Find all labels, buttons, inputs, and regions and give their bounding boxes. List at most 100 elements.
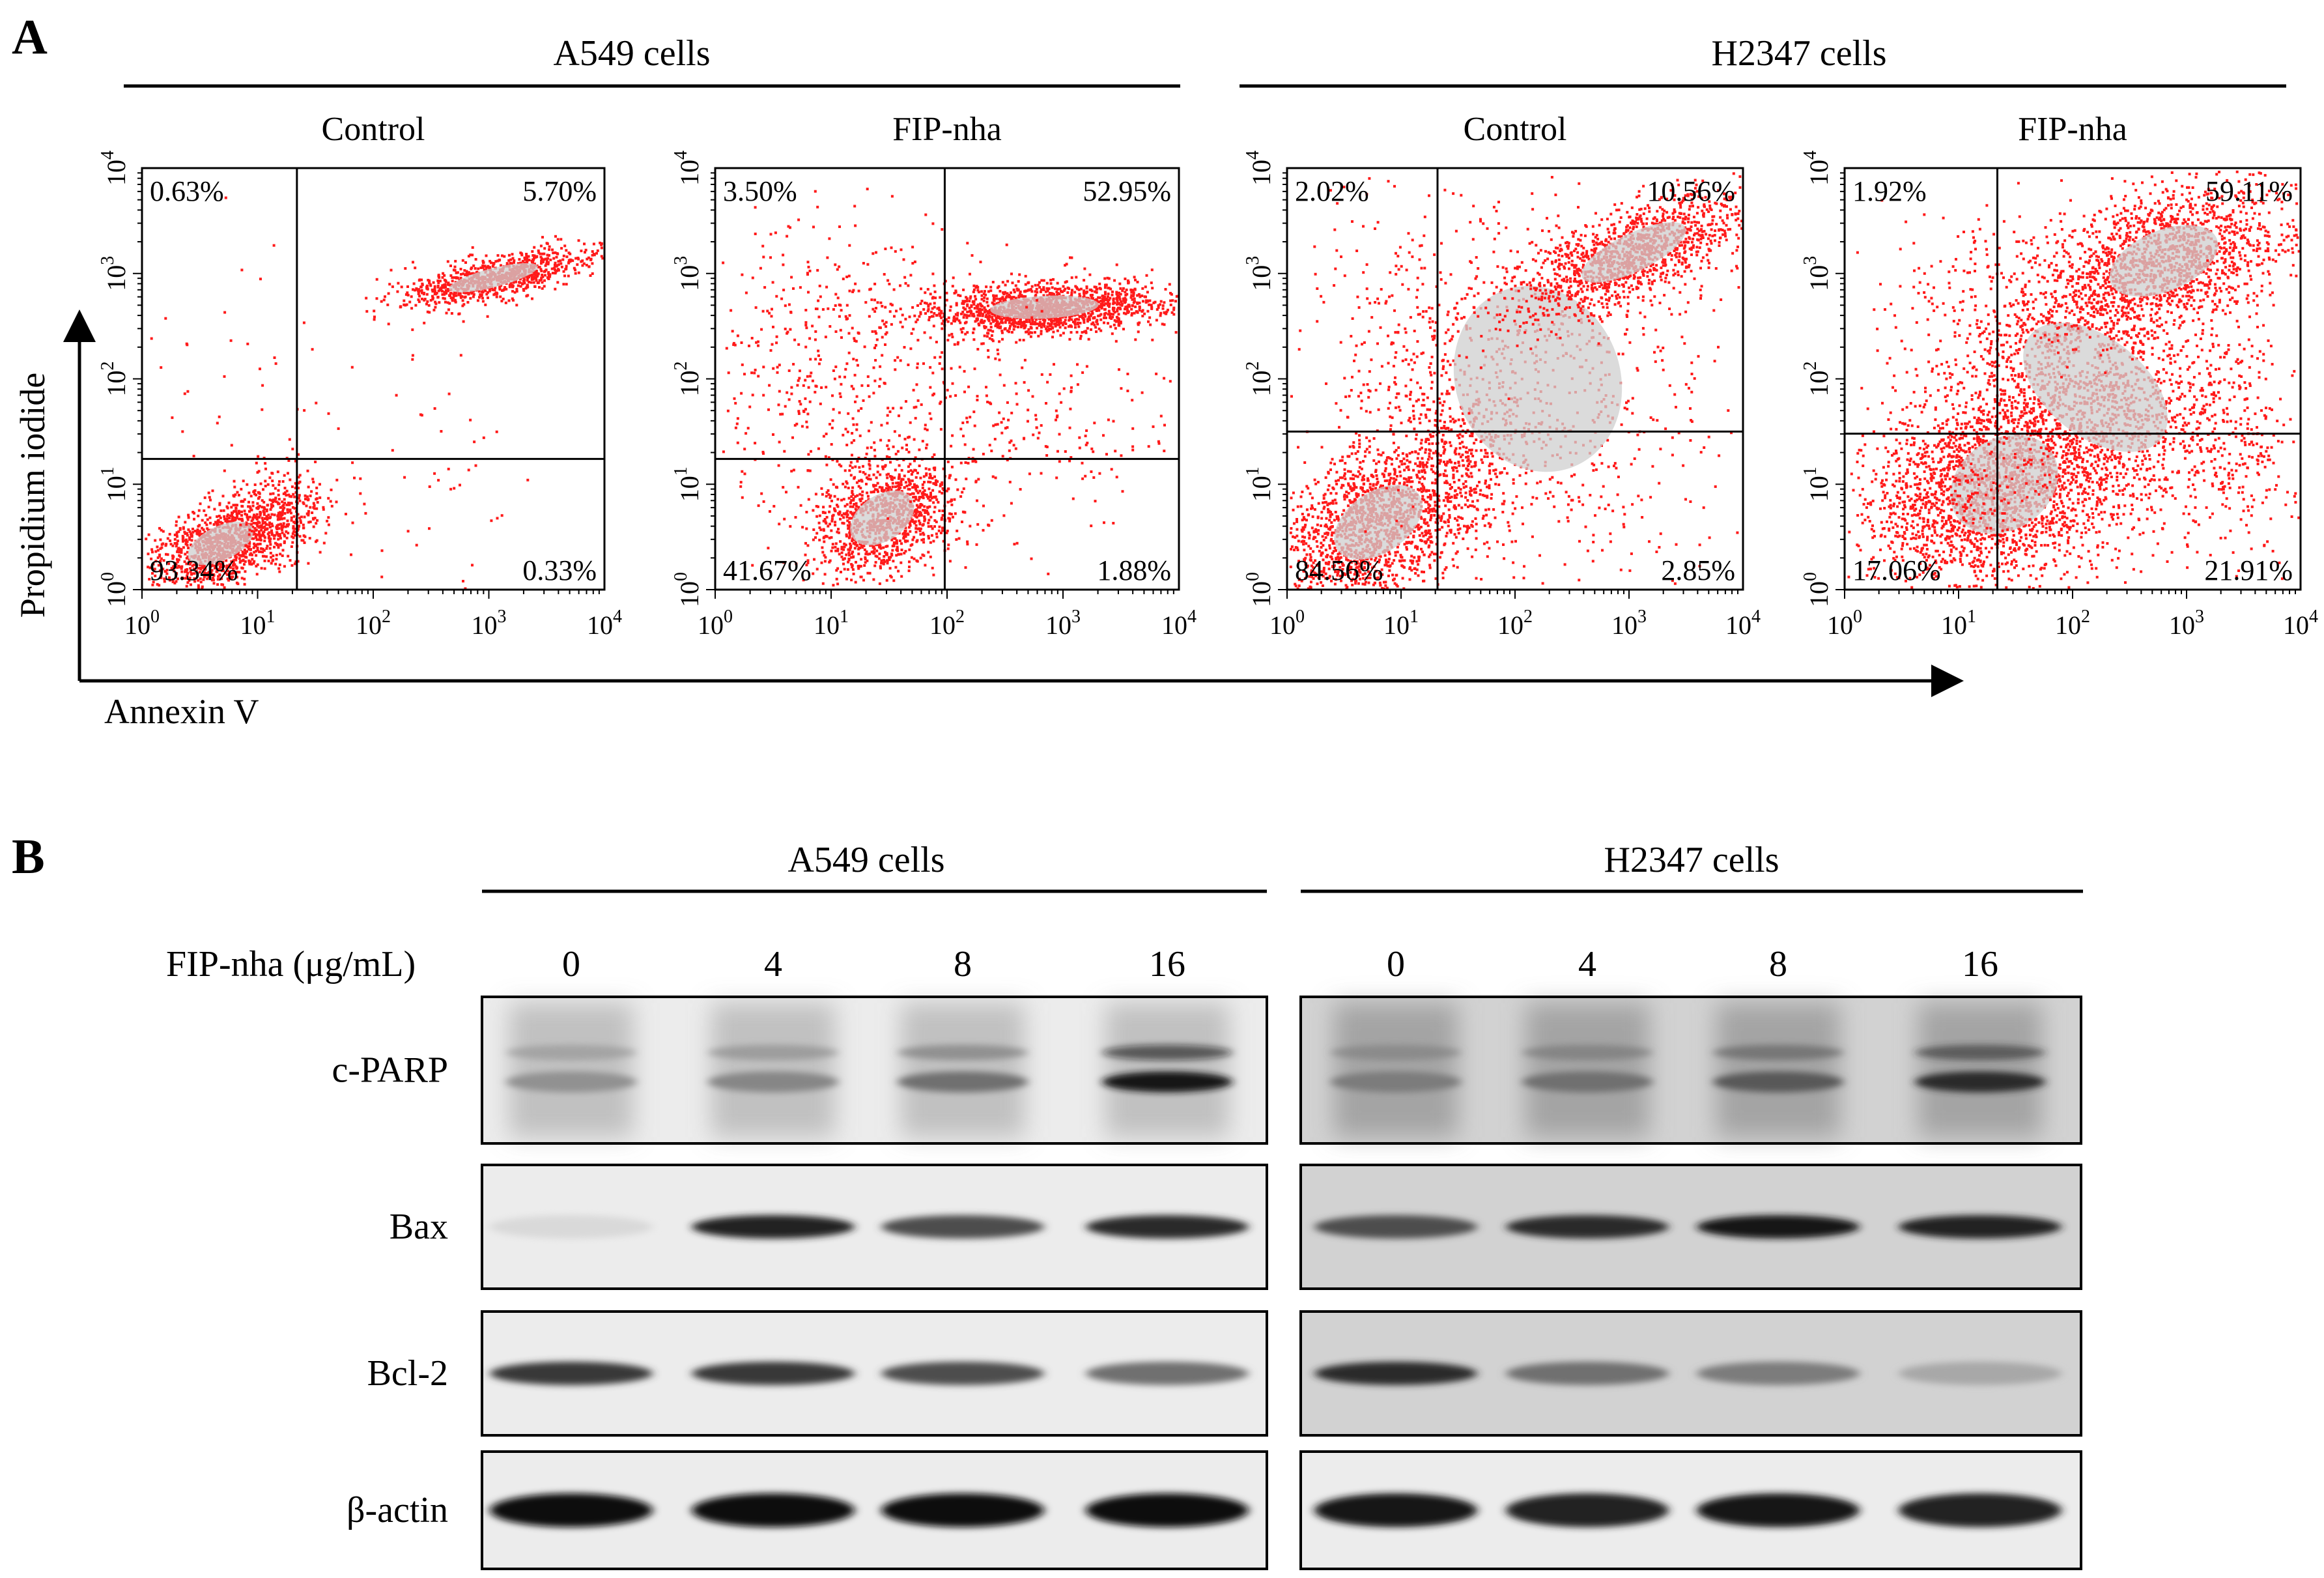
blot-frame — [1299, 1450, 2082, 1570]
x-tick-label: 100 — [1827, 607, 1862, 640]
dose-value: 8 — [1769, 944, 1787, 984]
quadrant-ur-pct: 10.56% — [1647, 175, 1735, 207]
axis-ticks — [706, 172, 1174, 599]
blot-band — [1102, 1044, 1232, 1061]
blot-band — [1915, 1044, 2045, 1061]
blot-band — [881, 1362, 1044, 1385]
blot-group-label-a549: A549 cells — [787, 840, 944, 880]
blot-frame — [481, 1310, 1268, 1437]
blot-band — [1314, 1362, 1477, 1385]
blot-frame — [1299, 996, 2082, 1145]
blot-band — [1899, 1493, 2062, 1527]
blot-band — [1713, 1044, 1843, 1061]
x-tick-label: 101 — [1941, 607, 1976, 640]
protein-label: Bcl-2 — [367, 1353, 448, 1394]
scatter-points — [722, 188, 1180, 587]
quadrant-ur-pct: 5.70% — [522, 175, 597, 207]
scatter-points — [1847, 170, 2301, 590]
blot-frame — [481, 996, 1268, 1145]
y-tick-label: 103 — [98, 256, 131, 291]
blot-frame — [481, 1164, 1268, 1290]
flow-plots: Control 0.63% 5.70% 93.34% 0.33% 100 100 101 101… — [98, 111, 2318, 640]
x-tick-label: 100 — [124, 607, 160, 640]
group-label-h2347: H2347 cells — [1711, 33, 1886, 74]
dose-value: 4 — [764, 944, 782, 984]
blot-h2347 — [1299, 1310, 2082, 1437]
blot-group-label-h2347: H2347 cells — [1604, 840, 1779, 880]
blot-band — [1713, 1071, 1843, 1093]
blot-frame — [1299, 1164, 2082, 1290]
y-tick-label: 103 — [1243, 256, 1276, 291]
protein-label: Bax — [390, 1207, 448, 1247]
x-tick-label: 103 — [1045, 607, 1081, 640]
blot-band — [1697, 1493, 1860, 1527]
x-tick-label: 103 — [1611, 607, 1647, 640]
blot-band — [1331, 1071, 1461, 1093]
x-tick-label: 101 — [814, 607, 849, 640]
blot-band — [692, 1362, 855, 1385]
western-blots: 0 0 4 4 8 8 16 16 c-PARP Bax Bcl-2 β-actin — [332, 944, 2082, 1570]
blot-band — [1697, 1215, 1860, 1239]
x-tick-label: 104 — [1161, 607, 1197, 640]
quadrant-ul-pct: 1.92% — [1852, 175, 1927, 207]
blot-band — [1915, 1071, 2045, 1093]
blot-band — [692, 1493, 855, 1527]
dose-value: 0 — [562, 944, 580, 984]
blot-h2347 — [1299, 1450, 2082, 1570]
blot-band — [708, 1071, 838, 1093]
quadrant-ur-pct: 52.95% — [1083, 175, 1171, 207]
plot-frame — [714, 167, 1180, 591]
quadrant-lr-pct: 21.91% — [2204, 554, 2293, 586]
x-tick-label: 102 — [1497, 607, 1533, 640]
blot-band — [1697, 1362, 1860, 1385]
dose-value: 16 — [1962, 944, 1998, 984]
blot-band — [490, 1362, 653, 1385]
x-tick-label: 104 — [1725, 607, 1761, 640]
quadrant-ul-pct: 2.02% — [1295, 175, 1369, 207]
blot-band — [1086, 1493, 1249, 1527]
protein-label: c-PARP — [332, 1050, 448, 1091]
blot-band — [1506, 1493, 1669, 1527]
blot-band — [1102, 1071, 1232, 1093]
y-tick-label: 102 — [98, 362, 131, 397]
axis-ticks — [1278, 172, 1738, 599]
quadrant-ll-pct: 41.67% — [723, 554, 812, 586]
y-tick-label: 104 — [1243, 151, 1276, 186]
x-tick-label: 100 — [698, 607, 733, 640]
quadrant-ll-pct: 17.06% — [1852, 554, 1941, 586]
quadrant-ll-pct: 84.56% — [1295, 554, 1383, 586]
blot-a549 — [481, 1450, 1268, 1570]
quadrant-ul-pct: 3.50% — [723, 175, 797, 207]
y-tick-label: 102 — [671, 362, 704, 397]
blot-band — [1899, 1215, 2062, 1239]
y-tick-label: 101 — [98, 466, 131, 502]
quadrant-ul-pct: 0.63% — [150, 175, 224, 207]
x-tick-label: 101 — [1383, 607, 1419, 640]
dose-value: 8 — [954, 944, 972, 984]
flow-plot-title: Control — [1464, 111, 1567, 148]
blot-band — [1314, 1493, 1477, 1527]
y-tick-label: 101 — [1243, 466, 1276, 502]
panel-a-label: A — [12, 10, 48, 65]
blot-row-bax: Bax — [390, 1164, 2082, 1290]
dose-value: 4 — [1578, 944, 1596, 984]
dose-value: 0 — [1387, 944, 1405, 984]
blot-a549 — [481, 996, 1268, 1145]
quadrant-lr-pct: 0.33% — [522, 554, 597, 586]
protein-label: β-actin — [347, 1490, 448, 1530]
blot-band — [1522, 1044, 1652, 1061]
quadrant-lr-pct: 1.88% — [1097, 554, 1171, 586]
blot-band — [898, 1044, 1028, 1061]
blot-h2347 — [1299, 1164, 2082, 1290]
y-tick-label: 101 — [1800, 466, 1834, 502]
x-tick-label: 103 — [472, 607, 507, 640]
y-tick-label: 104 — [671, 151, 704, 186]
quadrant-ll-pct: 93.34% — [150, 554, 238, 586]
blot-row-c-parp: c-PARP — [332, 996, 2082, 1145]
blot-band — [506, 1071, 636, 1093]
blot-band — [490, 1215, 653, 1239]
